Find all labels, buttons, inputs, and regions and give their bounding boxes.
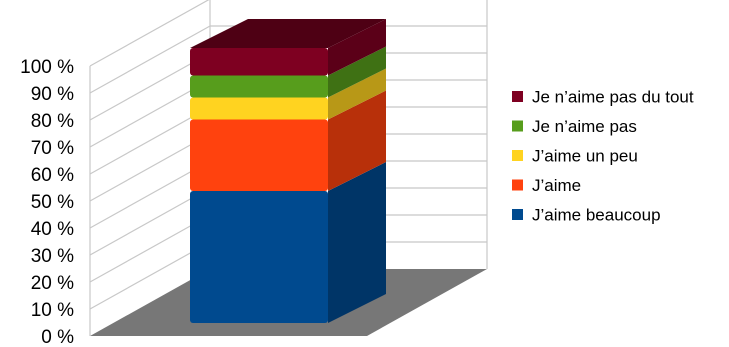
y-tick-label: 90 % [31, 84, 74, 105]
bar-segment-front [190, 97, 328, 120]
y-tick-label: 0 % [41, 327, 74, 347]
legend-label: J’aime [532, 176, 581, 195]
bar-segment-front [190, 75, 328, 98]
bar-segment-side [328, 68, 386, 120]
y-tick-label: 60 % [31, 165, 74, 186]
legend-swatch [512, 120, 523, 132]
legend-label: J’aime un peu [532, 147, 638, 166]
y-tick-label: 80 % [31, 111, 74, 132]
chart-legend: Je n’aime pas du tout Je n’aime pas J’aime… [512, 88, 694, 225]
y-axis-ticks: 0 % 10 % 20 % 30 % 40 % 50 % 60 % 70 % 80 % 90 % 1… [20, 57, 74, 347]
legend-swatch [512, 150, 523, 161]
legend-label: Je n’aime pas du tout [532, 88, 694, 107]
y-tick-label: 40 % [31, 219, 74, 240]
legend-label: J’aime beaucoup [532, 206, 661, 225]
bar-segment-side [328, 46, 386, 98]
bar-segment-side [328, 90, 386, 191]
bar-segment-side [328, 19, 386, 76]
bar-segment-front [190, 48, 328, 76]
legend-swatch [512, 91, 523, 102]
side-wall-gridline [89, 0, 210, 67]
y-tick-label: 100 % [20, 57, 74, 78]
bar-segment-front [190, 119, 328, 191]
y-tick-label: 20 % [31, 273, 74, 294]
legend-swatch [512, 179, 523, 191]
legend-label: Je n’aime pas [532, 117, 637, 136]
y-tick-label: 10 % [31, 300, 74, 321]
bar-segment-side [328, 162, 386, 323]
bar-segment-front [190, 191, 328, 323]
side-wall-gridline [89, 25, 211, 94]
y-tick-label: 30 % [31, 246, 74, 267]
legend-swatch [512, 209, 523, 220]
y-tick-label: 50 % [31, 192, 74, 213]
bar-top-face [190, 19, 386, 48]
side-wall-gridline [89, 106, 211, 175]
chart-bar [190, 19, 386, 323]
y-tick-label: 70 % [31, 138, 74, 159]
